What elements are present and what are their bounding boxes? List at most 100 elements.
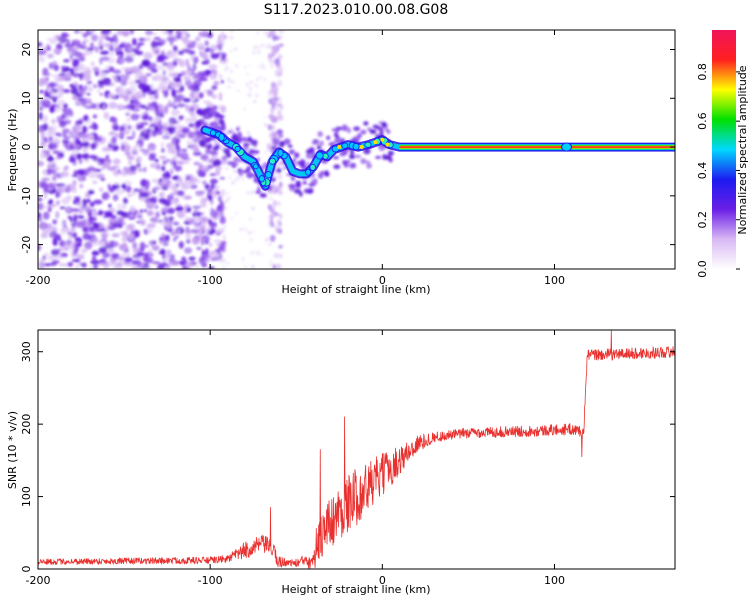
spectrogram-speckle: [317, 131, 323, 138]
spectrogram-speckle: [349, 162, 357, 169]
spectrogram-x-ticks: -200 -100 0 100: [26, 30, 565, 287]
spectrogram-speckle: [96, 173, 105, 179]
spectrogram-speckle: [163, 265, 171, 269]
spectrogram-speckle: [38, 203, 44, 211]
spectrogram-speckle: [173, 72, 179, 77]
spectrogram-speckle: [88, 216, 94, 220]
spectrogram-speckle: [254, 93, 260, 98]
spectrogram-speckle: [164, 215, 168, 222]
spectrogram-speckle: [87, 87, 94, 92]
spectrogram-speckle: [99, 158, 105, 166]
spectrogram-speckle: [186, 43, 196, 49]
spectrogram-speckle: [109, 187, 115, 193]
spectrogram-speckle: [369, 130, 377, 135]
spectrogram-speckle: [80, 46, 87, 50]
spectrogram-speckle: [248, 87, 253, 91]
spectrogram-speckle: [39, 89, 44, 94]
spectrogram-speckle: [85, 70, 90, 79]
spectrogram-speckle: [140, 121, 149, 126]
spectrogram-speckle: [111, 255, 118, 260]
spectrogram-speckle: [113, 182, 121, 185]
spectrogram-speckle: [118, 44, 126, 48]
spectrogram-speckle: [243, 107, 247, 111]
spectrogram-speckle: [47, 208, 52, 213]
spectrogram-speckle: [72, 58, 80, 67]
spectrogram-speckle: [166, 158, 171, 162]
colorbar-gradient: [712, 30, 736, 269]
y-tick-label: 10: [20, 91, 33, 105]
spectrogram-speckle: [106, 248, 115, 253]
spectrogram-speckle: [88, 154, 98, 159]
spectrogram-speckle: [101, 30, 112, 34]
spectrogram-speckle: [247, 230, 252, 235]
spectrogram-speckle: [88, 211, 93, 216]
spectrogram-speckle: [71, 189, 78, 194]
spectrogram-speckle: [143, 132, 150, 141]
spectrogram-speckle: [151, 178, 159, 184]
spectrogram-speckle: [230, 216, 233, 220]
spectrogram-speckle: [38, 214, 42, 220]
spectrogram-speckle: [151, 101, 158, 108]
spectrogram-speckle: [50, 249, 60, 256]
spectrogram-speckle: [137, 261, 143, 268]
spectrogram-speckle: [159, 80, 168, 86]
spectrogram-speckle: [328, 142, 334, 147]
spectrogram-speckle: [61, 88, 71, 94]
spectrogram-speckle: [269, 234, 276, 242]
spectrogram-speckle: [121, 236, 128, 242]
spectrogram-speckle: [258, 65, 261, 69]
spectrogram-speckle: [87, 190, 95, 195]
spectrogram-speckle: [124, 74, 130, 81]
spectrogram-speckle: [152, 261, 161, 265]
spectrogram-speckle: [103, 160, 111, 169]
spectrogram-speckle: [54, 75, 61, 83]
spectrogram-speckle: [44, 263, 52, 267]
spectrogram-speckle: [52, 219, 58, 225]
spectrogram-speckle: [249, 238, 253, 242]
spectrogram-speckle: [120, 169, 128, 177]
spectrogram-speckle: [154, 49, 160, 54]
spectrogram-speckle: [153, 42, 164, 46]
spectrogram-speckle: [99, 241, 105, 247]
spectrogram-speckle: [78, 132, 88, 139]
spectrogram-speckle: [65, 72, 72, 79]
spectrogram-speckle: [93, 265, 97, 269]
spectrogram-speckle: [253, 146, 257, 150]
spectrogram-speckle: [121, 183, 127, 189]
spectrogram-speckle: [201, 228, 208, 232]
spectrogram-speckle: [162, 177, 170, 181]
spectrogram-speckle: [185, 262, 194, 269]
colorbar-tick-label: 0.4: [696, 162, 709, 180]
spectrogram-speckle: [125, 112, 130, 117]
spectrogram-speckle: [70, 228, 76, 232]
spectrogram-speckle: [92, 66, 100, 72]
spectrogram-speckle: [197, 169, 205, 176]
spectrogram-speckle: [71, 46, 80, 51]
spectrogram-speckle: [150, 240, 154, 247]
spectrogram-speckle: [242, 136, 247, 143]
spectrogram-speckle: [67, 262, 74, 267]
spectrogram-speckle: [162, 183, 170, 188]
spectrogram-frame: [37, 29, 676, 270]
x-tick-label: -100: [198, 274, 223, 287]
spectrogram-speckle: [171, 89, 177, 97]
spectrogram-speckle: [112, 194, 119, 202]
spectrogram-speckle: [74, 137, 81, 145]
spectrogram-speckle: [178, 115, 183, 121]
spectrogram-speckle: [270, 88, 276, 95]
spectrogram-speckle: [241, 256, 245, 262]
snr-y-ticks: 0 100 200 300: [20, 341, 675, 573]
spectrogram-speckle: [184, 174, 194, 178]
spectrogram-speckle: [41, 47, 48, 55]
spectrogram-speckle: [164, 106, 169, 115]
spectrogram-speckle: [168, 99, 172, 106]
spectrogram-speckle: [229, 69, 233, 74]
spectrogram-speckle: [58, 121, 67, 127]
spectrogram-speckle: [115, 188, 125, 195]
spectrogram-speckle: [224, 65, 230, 70]
ridge-blob: [315, 151, 324, 160]
spectrogram-speckle: [162, 235, 167, 243]
spectrogram-speckle: [125, 42, 132, 48]
spectrogram-speckle: [188, 107, 195, 112]
